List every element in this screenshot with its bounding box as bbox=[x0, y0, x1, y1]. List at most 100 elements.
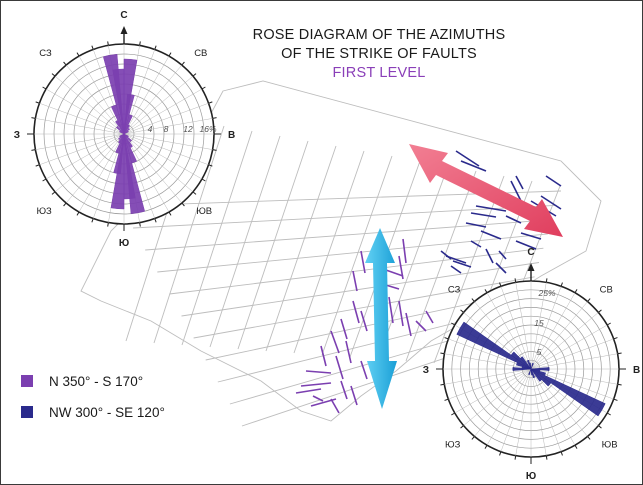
fault-line bbox=[360, 310, 368, 332]
rose-spoke bbox=[35, 133, 125, 150]
rose-petal bbox=[530, 368, 533, 376]
rose-tick bbox=[598, 309, 602, 313]
fault-line bbox=[312, 395, 324, 402]
rose-tick bbox=[31, 149, 36, 151]
rose-tick bbox=[545, 455, 548, 460]
rose-tick bbox=[212, 117, 217, 119]
rose-petal bbox=[519, 356, 532, 370]
rose-petal bbox=[119, 130, 125, 135]
rose-direction-label-ne: СВ bbox=[600, 284, 613, 295]
rose-spoke bbox=[123, 133, 209, 166]
fault-line bbox=[450, 265, 462, 274]
fault-line bbox=[388, 296, 394, 324]
grid-lines bbox=[120, 120, 562, 427]
fault-line bbox=[520, 232, 542, 240]
rose-tick bbox=[514, 455, 517, 460]
fault-line bbox=[402, 238, 407, 264]
fault-line bbox=[295, 388, 322, 394]
rose-petal bbox=[530, 368, 606, 417]
grid-line bbox=[133, 204, 557, 229]
rose-spoke bbox=[123, 133, 213, 150]
rose-spoke bbox=[54, 75, 125, 135]
rose-spoke bbox=[530, 368, 562, 452]
rose-direction-label-n: С bbox=[120, 10, 127, 21]
rose-spoke bbox=[123, 133, 183, 204]
rose-direction-label-se: ЮВ bbox=[196, 206, 212, 217]
rose-tick bbox=[139, 41, 141, 46]
grid-line bbox=[157, 233, 548, 273]
rose-tick bbox=[444, 398, 449, 401]
legend-label-purple: N 350° - S 170° bbox=[49, 374, 144, 389]
grid-line bbox=[433, 175, 505, 364]
rose-direction-label-nw: СЗ bbox=[448, 284, 461, 295]
rose-tick bbox=[35, 164, 40, 167]
rose-petal bbox=[123, 127, 131, 135]
rose-tick bbox=[587, 436, 591, 440]
rose-tick bbox=[181, 202, 185, 207]
rose-spoke bbox=[123, 118, 213, 135]
rose-petal bbox=[456, 321, 532, 370]
rose-tick bbox=[35, 101, 40, 104]
rose-tick bbox=[617, 352, 622, 355]
rose-tick bbox=[484, 289, 488, 294]
fault-line bbox=[360, 360, 368, 380]
rose-petal bbox=[123, 133, 133, 148]
rose-spoke bbox=[463, 368, 532, 426]
rose-spoke bbox=[530, 368, 547, 456]
rose-tick bbox=[613, 337, 618, 340]
grid-line bbox=[265, 145, 337, 352]
rose-tick bbox=[192, 73, 197, 77]
rose-spoke bbox=[123, 88, 203, 135]
fault-line bbox=[475, 205, 507, 212]
rose-spoke bbox=[486, 292, 532, 370]
rose-tick bbox=[460, 425, 464, 429]
rose-direction-label-s: Ю bbox=[119, 238, 129, 249]
fault-line bbox=[345, 340, 352, 364]
rose-tick bbox=[212, 149, 217, 151]
rose-spoke bbox=[65, 133, 125, 204]
rose-scale-label: 16% bbox=[199, 124, 216, 134]
rose-tick bbox=[499, 282, 502, 287]
rose-petal bbox=[115, 125, 125, 135]
rose-tick bbox=[76, 52, 80, 57]
rose-petal bbox=[117, 133, 125, 144]
rose-direction-label-ne: СВ bbox=[194, 48, 207, 59]
rose-tick bbox=[560, 451, 563, 456]
rose-tick bbox=[168, 211, 172, 216]
rose-petal bbox=[119, 133, 125, 138]
fault-line bbox=[350, 385, 358, 406]
fault-line bbox=[510, 180, 522, 202]
grid-line bbox=[145, 219, 553, 251]
rose-tick bbox=[51, 191, 56, 195]
study-area-outline bbox=[80, 80, 602, 422]
rose-direction-label-sw: ЮЗ bbox=[445, 440, 461, 451]
rose-tick bbox=[154, 45, 157, 50]
rose-petal bbox=[117, 133, 125, 141]
fault-line bbox=[515, 240, 537, 250]
north-arrow-icon bbox=[527, 263, 535, 271]
rose-spoke bbox=[515, 368, 532, 456]
fault-line bbox=[515, 175, 524, 190]
rose-tick bbox=[617, 383, 622, 386]
rose-tick bbox=[574, 444, 578, 449]
legend-swatch-purple bbox=[21, 375, 33, 387]
rose-spoke bbox=[530, 353, 618, 370]
legend-label-navy: NW 300° - SE 120° bbox=[49, 405, 165, 420]
grid-line bbox=[153, 125, 225, 344]
rose-tick bbox=[460, 309, 464, 313]
rose-direction-label-e: В bbox=[228, 130, 235, 141]
fault-line bbox=[398, 300, 404, 327]
rose-petal bbox=[123, 130, 129, 135]
rose-scale-label: 4 bbox=[148, 124, 153, 134]
rose-tick bbox=[499, 451, 502, 456]
red-double-arrow bbox=[409, 144, 563, 237]
rose-tick bbox=[107, 41, 109, 46]
fault-line bbox=[498, 250, 507, 260]
grid-line bbox=[181, 262, 540, 317]
rose-tick bbox=[598, 425, 602, 429]
rose-spoke bbox=[530, 368, 618, 385]
rose-spoke bbox=[35, 118, 125, 135]
grid-line bbox=[293, 150, 365, 354]
title-line-3: FIRST LEVEL bbox=[332, 65, 426, 81]
